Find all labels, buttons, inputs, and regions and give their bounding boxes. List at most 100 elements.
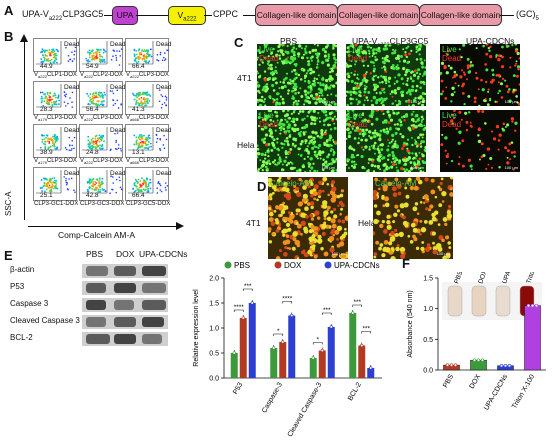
collagen-domain-1: Collagen-like domain bbox=[255, 4, 338, 26]
blot-band bbox=[86, 334, 110, 344]
panel-c-label: C bbox=[234, 35, 244, 50]
relative-expression-chart: PBS DOX UPA-CDCNs 0.0 0.5 1.0 1.5 2.0 Relative e… bbox=[193, 261, 382, 438]
live-stain-label: Live bbox=[442, 111, 457, 120]
cppc-label: CPPC bbox=[213, 9, 239, 19]
live-stain-label: Live bbox=[259, 45, 274, 54]
blot-band bbox=[142, 334, 162, 344]
live-stain-label: Live bbox=[348, 45, 363, 54]
blot-col-cdcns: UPA-CDCNs bbox=[139, 249, 188, 259]
significance-label: **** bbox=[282, 296, 293, 303]
significance-bracket bbox=[242, 288, 253, 291]
legend-label: UPA-CDCNs bbox=[334, 261, 380, 270]
flow-plot-caption: Va222CLP3-DOX bbox=[126, 72, 169, 80]
dead-stain-label: Dead bbox=[442, 120, 462, 129]
linker-line bbox=[136, 15, 168, 16]
dead-stain-label: Dead bbox=[348, 54, 368, 63]
dead-stain-label: Dead bbox=[348, 120, 368, 129]
x-axis-arrow bbox=[28, 226, 178, 227]
data-point bbox=[507, 364, 512, 368]
legend-swatch bbox=[274, 261, 282, 269]
v-domain-box: Va222 bbox=[168, 6, 206, 25]
bar bbox=[524, 305, 541, 371]
bar bbox=[248, 303, 256, 378]
linker-line bbox=[500, 15, 514, 16]
significance-label: *** bbox=[353, 299, 361, 306]
data-point bbox=[449, 363, 454, 367]
blot-band bbox=[114, 317, 136, 327]
y-tick-label: 1.0 bbox=[209, 326, 219, 333]
x-tick-label: P53 bbox=[232, 381, 244, 395]
bar bbox=[309, 358, 317, 378]
significance-bracket bbox=[282, 301, 293, 304]
flow-plot: Dead 42.8 bbox=[79, 167, 126, 201]
x-tick-label: Caspase-3 bbox=[261, 381, 284, 414]
blot-band bbox=[114, 334, 136, 344]
gate-label: Dead bbox=[156, 41, 172, 48]
dead-stain-label: Dead bbox=[259, 54, 279, 63]
scale-bar-label: 100 μm bbox=[504, 99, 518, 104]
data-point bbox=[480, 358, 485, 362]
blot-band bbox=[114, 283, 136, 293]
blot-band bbox=[142, 266, 166, 276]
y-tick-label: 0.5 bbox=[209, 351, 219, 358]
significance-bracket bbox=[233, 309, 244, 312]
gate-percentage: 66.4 bbox=[132, 192, 145, 199]
flow-plot-caption: Va222CLP2-DOX bbox=[80, 72, 123, 80]
significance-bracket bbox=[312, 342, 323, 345]
gate-percentage: 28.3 bbox=[40, 106, 53, 113]
flow-plot: Dead 41.3 bbox=[125, 81, 172, 115]
flow-plot: Dead 44.9 bbox=[33, 38, 80, 72]
flow-plot: Dead 66.4 bbox=[125, 38, 172, 72]
y-tick-label: 2.0 bbox=[209, 276, 219, 283]
panel-d-label: D bbox=[257, 179, 267, 194]
data-point bbox=[241, 316, 245, 320]
panel-f-label: F bbox=[402, 256, 410, 271]
data-point bbox=[453, 363, 458, 367]
live-stain-label: Live bbox=[442, 45, 457, 54]
blot-band bbox=[86, 300, 106, 310]
panel-a-label: A bbox=[4, 3, 14, 18]
micrograph: Live Dead 100 μm bbox=[346, 110, 426, 172]
flow-plot-caption: Va179CLP3-DOX bbox=[34, 158, 77, 166]
tube bbox=[495, 285, 511, 317]
scale-bar-label: 100 μm bbox=[321, 165, 335, 170]
x-tick-label: DOX bbox=[469, 373, 483, 390]
flow-plot-caption: Va222CLP3-DOX bbox=[80, 158, 123, 166]
data-point bbox=[534, 303, 539, 308]
blot-band bbox=[142, 317, 164, 327]
gate-percentage: 38.9 bbox=[40, 149, 53, 156]
construct-suffix: (GC)5 bbox=[516, 9, 539, 22]
flow-plot: Dead 54.9 bbox=[79, 38, 126, 72]
scale-bar-label: 100 μm bbox=[410, 165, 424, 170]
flow-plot: Dead 66.4 bbox=[125, 167, 172, 201]
bar bbox=[358, 345, 366, 378]
flow-plot: Dead 24.8 bbox=[79, 124, 126, 158]
significance-label: * bbox=[277, 328, 280, 335]
y-tick-label: 0.0 bbox=[423, 368, 433, 375]
gate-percentage: 24.8 bbox=[86, 149, 99, 156]
gate-label: Dead bbox=[110, 170, 126, 177]
x-tick-label: UPA-CDCNs bbox=[483, 373, 509, 412]
blot-band bbox=[86, 283, 106, 293]
gate-label: Dead bbox=[156, 127, 172, 134]
flow-plot-caption: Va222CLP1-DOX bbox=[34, 72, 77, 80]
dead-stain-label: Dead bbox=[259, 120, 279, 129]
significance-label: * bbox=[316, 337, 319, 344]
flow-plot-caption: Va666CLP3-DOX bbox=[126, 158, 169, 166]
x-tick-label: Triton X-100 bbox=[511, 373, 536, 410]
significance-label: **** bbox=[234, 304, 245, 311]
y-arrow-head-icon bbox=[20, 34, 28, 42]
blot-band bbox=[86, 266, 108, 276]
gate-label: Dead bbox=[156, 84, 172, 91]
dead-stain-label: Dead bbox=[442, 54, 462, 63]
linker-line bbox=[104, 15, 112, 16]
data-point bbox=[351, 311, 355, 315]
col-header-cdcns: UPA-CDCNs bbox=[466, 36, 515, 46]
micrograph: Live Dead 100 μm bbox=[257, 44, 337, 106]
blot-row-label: P53 bbox=[10, 282, 25, 291]
gate-label: Dead bbox=[64, 127, 80, 134]
gate-percentage: 54.9 bbox=[86, 63, 99, 70]
flow-plot: Dead 56.4 bbox=[79, 81, 126, 115]
bar bbox=[327, 327, 335, 378]
